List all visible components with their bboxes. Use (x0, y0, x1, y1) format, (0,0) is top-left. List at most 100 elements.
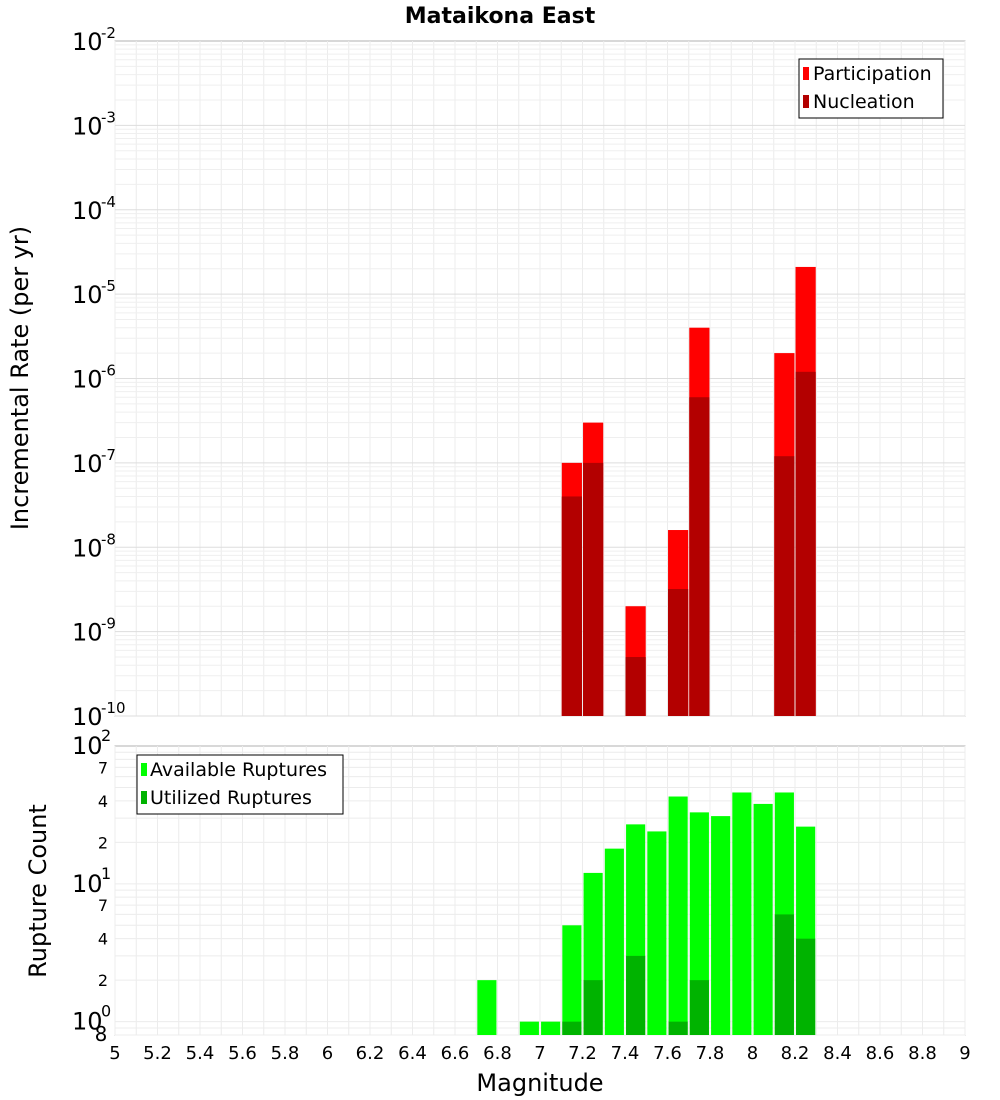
rate-y-tick-exponent: -9 (101, 615, 116, 633)
x-tick-label: 5 (109, 1043, 120, 1064)
x-tick-label: 9 (959, 1043, 970, 1064)
utilized-ruptures-bar (774, 914, 794, 1035)
rate-y-tick-base: 10 (72, 534, 103, 562)
rate-y-tick-base: 10 (72, 703, 103, 731)
count-y-tick-exponent: 1 (101, 864, 111, 883)
count-bars (477, 792, 816, 1035)
x-tick-label: 6.2 (356, 1043, 385, 1064)
x-tick-label: 8 (747, 1043, 758, 1064)
x-tick-label: 7.2 (568, 1043, 597, 1064)
utilized-ruptures-bar (689, 980, 709, 1035)
rate-y-tick-base: 10 (72, 281, 103, 309)
rate-y-tick-base: 10 (72, 366, 103, 394)
utilized-legend-label: Utilized Ruptures (150, 787, 312, 809)
available-ruptures-bar (753, 803, 773, 1035)
nucleation-legend-label: Nucleation (813, 91, 915, 113)
count-legend-box (136, 754, 344, 815)
utilized-ruptures-bar (668, 1021, 688, 1035)
x-tick-label: 8.8 (908, 1043, 937, 1064)
rate-bars (561, 266, 816, 716)
rate-y-tick-base: 10 (72, 112, 103, 140)
participation-legend-label: Participation (813, 63, 932, 85)
nucleation-bar (774, 456, 795, 716)
x-axis-label: Magnitude (476, 1069, 603, 1097)
nucleation-bar (583, 462, 604, 716)
rate-y-tick-exponent: -7 (101, 446, 116, 464)
count-y-minor-tick: 4 (98, 792, 108, 811)
available-ruptures-bar (519, 1021, 539, 1035)
utilized-ruptures-bar (562, 1021, 582, 1035)
rate-y-tick-exponent: -8 (101, 530, 116, 548)
available-ruptures-bar (541, 1021, 561, 1035)
available-ruptures-bar (647, 831, 667, 1035)
x-tick-label: 8.2 (781, 1043, 810, 1064)
count-y-tick-exponent: 2 (101, 726, 111, 745)
rate-legend-box (798, 58, 944, 119)
rate-y-tick-base: 10 (72, 450, 103, 478)
count-y-minor-tick: 8 (95, 1022, 108, 1046)
x-tick-label: 7.6 (653, 1043, 682, 1064)
x-tick-label: 5.6 (228, 1043, 257, 1064)
rate-y-tick-label: 10-2 (72, 24, 116, 56)
count-legend: Available Ruptures Utilized Ruptures (136, 754, 344, 815)
rate-grid (114, 41, 966, 717)
x-tick-label: 6.8 (483, 1043, 512, 1064)
count-y-minor-tick: 2 (98, 833, 108, 852)
nucleation-legend-swatch (803, 95, 809, 108)
utilized-ruptures-bar (626, 955, 646, 1035)
utilized-legend-swatch (141, 791, 147, 804)
x-tick-label: 6.4 (398, 1043, 427, 1064)
count-y-minor-tick: 4 (98, 930, 108, 949)
count-y-major-tick: 101 (72, 864, 111, 898)
rate-y-tick-label: 10-6 (72, 362, 116, 394)
x-tick-label: 7 (534, 1043, 545, 1064)
count-y-major-tick: 100 (72, 1002, 111, 1036)
chart-title: Mataikona East (405, 4, 596, 29)
available-legend-label: Available Ruptures (150, 759, 327, 781)
rate-y-tick-base: 10 (72, 28, 103, 56)
participation-legend-swatch (803, 67, 809, 80)
x-tick-label: 7.8 (696, 1043, 725, 1064)
rate-y-tick-label: 10-4 (72, 193, 116, 225)
rate-y-tick-label: 10-9 (72, 615, 116, 647)
rate-y-tick-exponent: -3 (101, 108, 116, 126)
x-tick-label: 5.4 (186, 1043, 215, 1064)
rate-y-tick-base: 10 (72, 619, 103, 647)
rate-y-tick-label: 10-5 (72, 277, 116, 309)
x-tick-label: 5.2 (143, 1043, 172, 1064)
rate-y-tick-base: 10 (72, 197, 103, 225)
count-y-axis-label: Rupture Count (24, 804, 52, 978)
available-ruptures-bar (732, 792, 752, 1035)
rate-legend: Participation Nucleation (798, 58, 944, 119)
count-y-minor-tick: 7 (98, 758, 108, 777)
rate-y-axis-label: Incremental Rate (per yr) (6, 226, 34, 530)
rate-y-tick-exponent: -2 (101, 24, 116, 42)
rate-y-tick-exponent: -5 (101, 277, 116, 295)
nucleation-bar (668, 589, 689, 716)
count-y-tick-exponent: 0 (101, 1002, 111, 1021)
x-tick-label: 6.6 (441, 1043, 470, 1064)
rate-y-tick-label: 10-7 (72, 446, 116, 478)
available-legend-swatch (141, 763, 147, 776)
count-y-tick-base: 10 (72, 870, 103, 898)
count-y-tick-base: 10 (72, 1008, 103, 1036)
rate-y-tick-label: 10-3 (72, 108, 116, 140)
count-y-tick-base: 10 (72, 732, 103, 760)
available-ruptures-bar (562, 925, 582, 1035)
x-tick-label: 8.6 (866, 1043, 895, 1064)
rate-y-tick-exponent: -10 (101, 699, 126, 717)
count-y-major-tick: 102 (72, 726, 111, 760)
available-ruptures-bar (604, 848, 624, 1035)
nucleation-bar (625, 657, 646, 716)
x-tick-label: 8.4 (823, 1043, 852, 1064)
utilized-ruptures-bar (796, 938, 816, 1035)
count-y-minor-tick: 2 (98, 971, 108, 990)
rate-y-tick-label: 10-10 (72, 699, 126, 731)
nucleation-bar (795, 371, 816, 716)
available-ruptures-bar (668, 796, 688, 1035)
